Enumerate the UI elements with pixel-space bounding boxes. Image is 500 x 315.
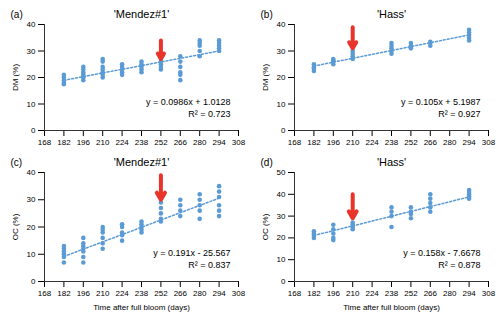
svg-text:308: 308 — [232, 138, 246, 147]
svg-text:252: 252 — [154, 289, 168, 298]
svg-text:168: 168 — [38, 138, 52, 147]
svg-text:308: 308 — [482, 289, 496, 298]
svg-text:266: 266 — [424, 138, 438, 147]
svg-text:(a): (a) — [11, 9, 23, 20]
svg-text:196: 196 — [77, 138, 91, 147]
svg-text:DM (%): DM (%) — [11, 64, 20, 91]
svg-text:238: 238 — [385, 289, 399, 298]
svg-text:224: 224 — [115, 138, 129, 147]
svg-text:0: 0 — [31, 126, 36, 135]
svg-text:50: 50 — [277, 168, 286, 177]
svg-text:20: 20 — [277, 73, 286, 82]
svg-text:294: 294 — [462, 289, 476, 298]
svg-text:40: 40 — [27, 168, 36, 177]
svg-text:(c): (c) — [11, 157, 23, 168]
svg-text:R² = 0.723: R² = 0.723 — [188, 109, 230, 119]
svg-text:308: 308 — [482, 138, 496, 147]
svg-text:y = 0.158x - 7.6678: y = 0.158x - 7.6678 — [403, 248, 480, 258]
svg-text:168: 168 — [288, 289, 302, 298]
svg-text:Time after full bloom (days): Time after full bloom (days) — [343, 303, 440, 312]
svg-text:OC (%): OC (%) — [261, 213, 270, 240]
svg-text:196: 196 — [77, 289, 91, 298]
svg-text:266: 266 — [174, 138, 188, 147]
svg-text:294: 294 — [462, 138, 476, 147]
svg-text:294: 294 — [212, 289, 226, 298]
svg-text:224: 224 — [365, 138, 379, 147]
svg-text:168: 168 — [38, 289, 52, 298]
svg-text:y = 0.191x - 25.567: y = 0.191x - 25.567 — [153, 248, 230, 258]
svg-text:'Hass': 'Hass' — [377, 156, 406, 168]
svg-text:DM (%): DM (%) — [261, 64, 270, 91]
svg-text:280: 280 — [443, 289, 457, 298]
svg-text:'Hass': 'Hass' — [377, 8, 406, 20]
svg-text:'Mendez#1': 'Mendez#1' — [114, 8, 170, 20]
svg-text:0: 0 — [281, 277, 286, 286]
svg-text:20: 20 — [277, 233, 286, 242]
svg-text:R² = 0.837: R² = 0.837 — [188, 260, 230, 270]
svg-text:10: 10 — [27, 100, 36, 109]
svg-text:210: 210 — [96, 138, 110, 147]
svg-text:10: 10 — [277, 100, 286, 109]
svg-text:280: 280 — [443, 138, 457, 147]
svg-text:294: 294 — [212, 138, 226, 147]
svg-text:20: 20 — [27, 223, 36, 232]
svg-text:10: 10 — [27, 250, 36, 259]
svg-text:30: 30 — [27, 47, 36, 56]
svg-text:20: 20 — [27, 73, 36, 82]
svg-text:252: 252 — [154, 138, 168, 147]
svg-text:OC (%): OC (%) — [11, 213, 20, 240]
svg-text:Time after full bloom (days): Time after full bloom (days) — [93, 303, 190, 312]
svg-text:(b): (b) — [261, 9, 273, 20]
svg-text:182: 182 — [57, 138, 71, 147]
svg-text:30: 30 — [27, 195, 36, 204]
svg-text:40: 40 — [277, 20, 286, 29]
svg-text:R² = 0.927: R² = 0.927 — [438, 109, 480, 119]
svg-text:238: 238 — [135, 289, 149, 298]
svg-text:210: 210 — [346, 138, 360, 147]
svg-text:30: 30 — [277, 47, 286, 56]
svg-text:280: 280 — [193, 289, 207, 298]
svg-text:168: 168 — [288, 138, 302, 147]
svg-text:210: 210 — [96, 289, 110, 298]
svg-text:y = 0.0986x + 1.0128: y = 0.0986x + 1.0128 — [146, 97, 231, 107]
svg-text:30: 30 — [277, 212, 286, 221]
svg-text:238: 238 — [135, 138, 149, 147]
svg-text:308: 308 — [232, 289, 246, 298]
svg-text:0: 0 — [31, 277, 36, 286]
svg-text:(d): (d) — [261, 157, 273, 168]
svg-text:182: 182 — [57, 289, 71, 298]
svg-text:252: 252 — [404, 289, 418, 298]
svg-text:40: 40 — [277, 190, 286, 199]
svg-text:266: 266 — [174, 289, 188, 298]
svg-text:182: 182 — [307, 289, 321, 298]
svg-text:280: 280 — [193, 138, 207, 147]
svg-text:210: 210 — [346, 289, 360, 298]
svg-text:196: 196 — [327, 289, 341, 298]
svg-text:y = 0.105x + 5.1987: y = 0.105x + 5.1987 — [401, 97, 481, 107]
svg-text:40: 40 — [27, 20, 36, 29]
svg-text:224: 224 — [365, 289, 379, 298]
svg-text:196: 196 — [327, 138, 341, 147]
svg-text:10: 10 — [277, 255, 286, 264]
svg-text:R² = 0.878: R² = 0.878 — [438, 260, 480, 270]
svg-text:252: 252 — [404, 138, 418, 147]
svg-text:182: 182 — [307, 138, 321, 147]
svg-text:'Mendez#1': 'Mendez#1' — [114, 156, 170, 168]
svg-text:224: 224 — [115, 289, 129, 298]
svg-text:238: 238 — [385, 138, 399, 147]
svg-text:0: 0 — [281, 126, 286, 135]
svg-text:266: 266 — [424, 289, 438, 298]
